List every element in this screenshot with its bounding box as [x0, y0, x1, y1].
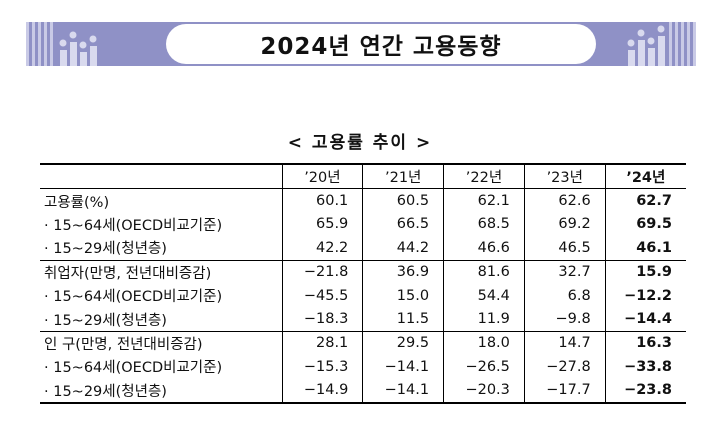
table-row: · 15~29세(청년층) 42.2 44.2 46.6 46.5 46.1	[40, 236, 686, 261]
value-cell: 46.5	[523, 236, 606, 261]
title-pill: 2024년 연간 고용동향	[166, 24, 596, 64]
value-cell: −14.1	[362, 355, 444, 379]
value-cell: 62.6	[523, 188, 606, 213]
table-row: · 15~29세(청년층) −14.9 −14.1 −20.3 −17.7 −2…	[40, 378, 686, 404]
value-cell: 65.9	[281, 212, 363, 237]
table-header-row: ’20년 ’21년 ’22년 ’23년 ’24년	[40, 163, 686, 190]
title-banner: 2024년 연간 고용동향	[26, 22, 696, 66]
value-cell: 69.5	[604, 212, 686, 237]
bar-chart-decoration-icon	[627, 22, 696, 66]
value-cell: −20.3	[443, 378, 525, 404]
value-cell: −18.3	[281, 307, 363, 332]
table-row: 취업자(만명, 전년대비증감) −21.8 36.9 81.6 32.7 15.…	[40, 260, 686, 284]
value-cell: 15.0	[362, 283, 444, 308]
table-subtitle: < 고용률 추이 >	[287, 133, 433, 153]
value-cell: 11.5	[362, 307, 444, 332]
year-header: ’21년	[362, 163, 444, 190]
value-cell: −33.8	[604, 355, 686, 379]
row-label: · 15~29세(청년층)	[40, 378, 282, 404]
value-cell: 68.5	[443, 212, 525, 237]
value-cell: 81.6	[443, 260, 525, 284]
value-cell: 62.1	[443, 188, 525, 213]
table-row: · 15~29세(청년층) −18.3 11.5 11.9 −9.8 −14.4	[40, 307, 686, 332]
value-cell: 54.4	[443, 283, 525, 308]
value-cell: 62.7	[604, 188, 686, 213]
value-cell: 6.8	[523, 283, 606, 308]
value-cell: −45.5	[281, 283, 363, 308]
value-cell: 36.9	[362, 260, 444, 284]
row-label: 인 구(만명, 전년대비증감)	[44, 336, 203, 353]
value-cell: 28.1	[281, 331, 363, 356]
value-cell: 16.3	[604, 331, 686, 356]
value-cell: 46.1	[604, 236, 686, 261]
corner-header-cell	[40, 163, 282, 190]
value-cell: −12.2	[604, 283, 686, 308]
value-cell: 60.5	[362, 188, 444, 213]
value-cell: −14.4	[604, 307, 686, 332]
table-row: 고용률(%) 60.1 60.5 62.1 62.6 62.7	[40, 188, 686, 213]
value-cell: −17.7	[523, 378, 606, 404]
year-header: ’24년	[604, 163, 686, 190]
table-row: 인 구(만명, 전년대비증감) 28.1 29.5 18.0 14.7 16.3	[40, 331, 686, 356]
table-row: · 15~64세(OECD비교기준) 65.9 66.5 68.5 69.2 6…	[40, 212, 686, 237]
value-cell: 32.7	[523, 260, 606, 284]
value-cell: −21.8	[281, 260, 363, 284]
value-cell: −23.8	[604, 378, 686, 404]
value-cell: 11.9	[443, 307, 525, 332]
value-cell: 14.7	[523, 331, 606, 356]
value-cell: 18.0	[443, 331, 525, 356]
year-header: ’23년	[523, 163, 606, 190]
row-label: · 15~64세(OECD비교기준)	[44, 217, 223, 234]
table-row: · 15~64세(OECD비교기준) −15.3 −14.1 −26.5 −27…	[40, 355, 686, 379]
row-label: · 15~29세(청년층)	[40, 236, 282, 261]
row-label: 고용률(%)	[44, 194, 110, 211]
value-cell: 44.2	[362, 236, 444, 261]
value-cell: 60.1	[281, 188, 363, 213]
value-cell: 29.5	[362, 331, 444, 356]
value-cell: 69.2	[523, 212, 606, 237]
year-header: ’22년	[443, 163, 525, 190]
value-cell: 66.5	[362, 212, 444, 237]
value-cell: −27.8	[523, 355, 606, 379]
value-cell: −15.3	[281, 355, 363, 379]
year-header: ’20년	[281, 163, 363, 190]
row-label: · 15~64세(OECD비교기준)	[44, 289, 223, 306]
row-label: 취업자(만명, 전년대비증감)	[44, 265, 212, 282]
value-cell: −9.8	[523, 307, 606, 332]
row-label: · 15~64세(OECD비교기준)	[44, 360, 223, 377]
value-cell: −14.1	[362, 378, 444, 404]
employment-rate-table: ’20년 ’21년 ’22년 ’23년 ’24년 고용률(%) 60.1 60.…	[40, 163, 686, 404]
value-cell: 42.2	[281, 236, 363, 261]
value-cell: 46.6	[443, 236, 525, 261]
value-cell: −26.5	[443, 355, 525, 379]
value-cell: −14.9	[281, 378, 363, 404]
page-title: 2024년 연간 고용동향	[260, 34, 502, 60]
value-cell: 15.9	[604, 260, 686, 284]
bar-chart-decoration-icon	[26, 22, 97, 66]
table-row: · 15~64세(OECD비교기준) −45.5 15.0 54.4 6.8 −…	[40, 283, 686, 308]
row-label: · 15~29세(청년층)	[40, 307, 282, 332]
